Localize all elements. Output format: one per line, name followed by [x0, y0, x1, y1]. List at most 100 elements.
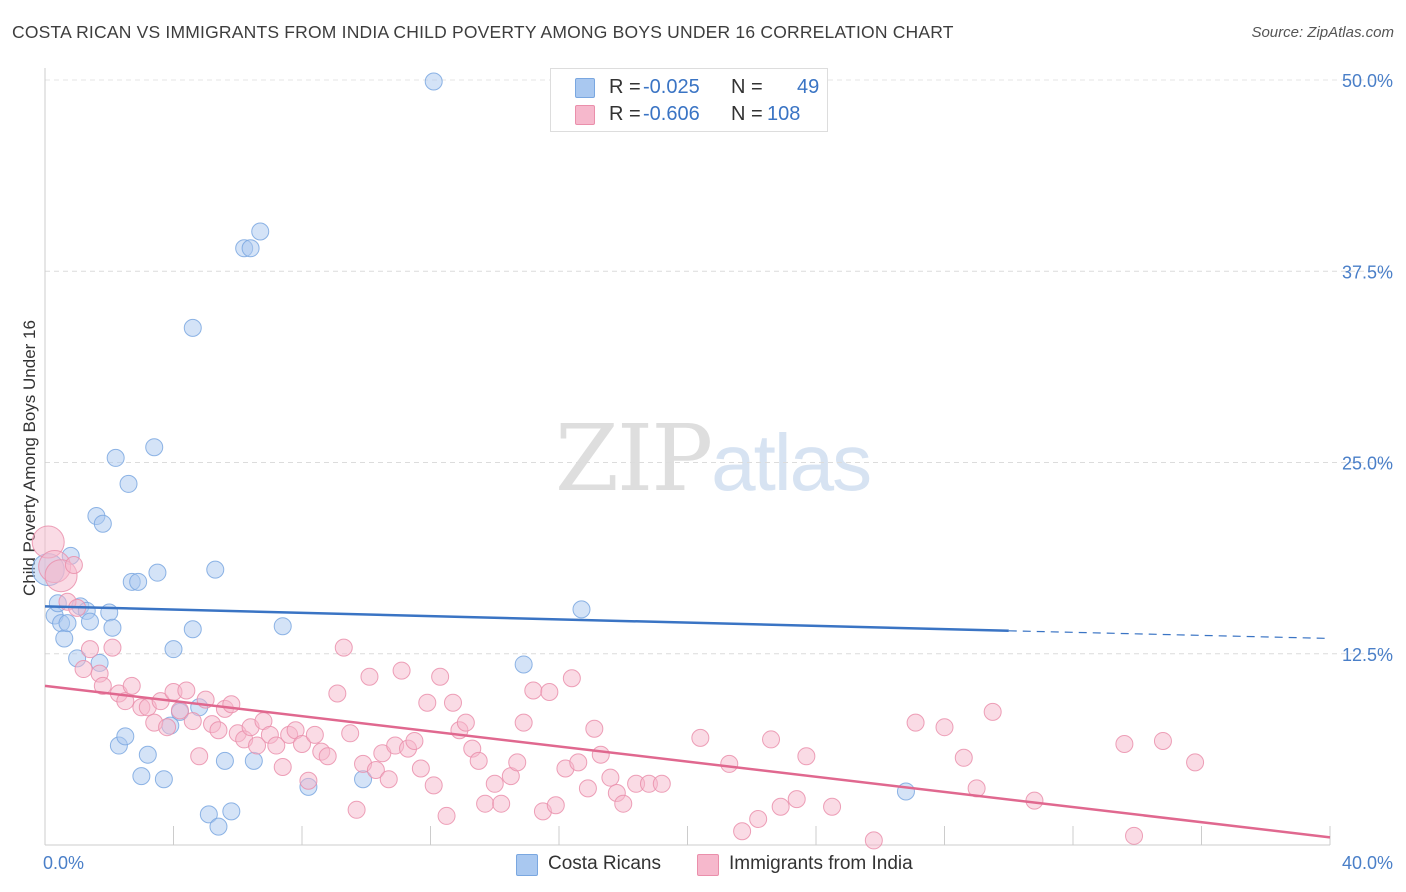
immigrants-from-india-point [1115, 735, 1134, 754]
correlation-legend: R = -0.025 N = 49 R = -0.606 N = 108 [550, 68, 828, 132]
immigrants-from-india-point [456, 713, 475, 732]
immigrants-from-india-point [103, 638, 122, 657]
immigrants-from-india-point [437, 806, 456, 825]
immigrants-from-india-point [787, 790, 806, 809]
x-tick-label: 40.0% [1342, 853, 1393, 873]
immigrants-from-india-point [935, 718, 954, 737]
costa-ricans-point [215, 751, 234, 770]
bottom-legend-label: Immigrants from India [729, 853, 913, 874]
immigrants-from-india-point [762, 730, 781, 749]
immigrants-from-india-point [546, 796, 565, 815]
immigrants-from-india-point [485, 774, 504, 793]
y-tick-label: 37.5% [1342, 262, 1393, 282]
immigrants-from-india-point [405, 731, 424, 750]
costa-ricans-point [138, 745, 157, 764]
immigrants-from-india-point [591, 745, 610, 764]
immigrants-from-india-point [392, 661, 411, 680]
costa-ricans-point [93, 514, 112, 533]
immigrants-from-india-point [273, 757, 292, 776]
x-tick-label: 0.0% [43, 853, 84, 873]
immigrants-from-india-point [190, 747, 209, 766]
immigrants-from-india-point [122, 676, 141, 695]
watermark-zip: ZIP [555, 405, 713, 512]
immigrants-from-india-point [431, 667, 450, 686]
immigrants-from-india-point [476, 794, 495, 813]
immigrants-from-india-points [31, 525, 1205, 850]
immigrants-from-india-trend-line [44, 684, 1331, 839]
immigrants-from-india-point [954, 748, 973, 767]
costa-ricans-trend-extension [1008, 630, 1331, 640]
costa-ricans-point [103, 618, 122, 637]
legend-r-value: -0.606 [643, 103, 700, 125]
costa-ricans-point [145, 438, 164, 457]
immigrants-from-india-point [293, 735, 311, 754]
costa-ricans-point [55, 629, 74, 648]
immigrants-from-india-point [64, 556, 83, 575]
immigrants-from-india-point [569, 753, 588, 772]
costa-ricans-point [222, 802, 241, 821]
costa-ricans-point [129, 572, 148, 591]
costa-ricans-point [251, 222, 270, 241]
trend-lines [44, 605, 1331, 839]
costa-ricans-point [164, 640, 183, 659]
immigrants-from-india-point [360, 667, 379, 686]
y-tick-label: 25.0% [1342, 454, 1393, 474]
costa-ricans-point [119, 474, 138, 493]
immigrants-from-india-point [418, 693, 437, 712]
immigrants-from-india-point [691, 728, 710, 747]
immigrants-from-india-point [177, 681, 196, 700]
immigrants-from-india-point [305, 725, 324, 744]
source-label: Source: ZipAtlas.com [1251, 24, 1394, 41]
immigrants-from-india-point [222, 695, 241, 714]
immigrants-from-india-point [562, 669, 581, 688]
watermark: ZIPatlas [555, 405, 872, 512]
immigrants-from-india-point [508, 753, 527, 772]
costa-ricans-point [183, 318, 202, 337]
immigrants-from-india-point [585, 719, 604, 738]
immigrants-from-india-point [601, 768, 620, 787]
immigrants-from-india-point [318, 747, 337, 766]
costa-ricans-point [132, 767, 151, 786]
immigrants-from-india-point [74, 660, 93, 679]
costa-ricans-point [199, 805, 218, 824]
immigrants-from-india-point [1186, 753, 1205, 772]
immigrants-from-india-point [379, 770, 398, 789]
legend-n-label: N = [731, 103, 763, 125]
immigrants-from-india-point [80, 640, 99, 659]
legend-n-value: 108 [767, 103, 801, 125]
tick-labels: 12.5% 25.0% 37.5% 50.0% 0.0% 40.0% [43, 71, 1393, 873]
legend-swatch-immigrants-from-india [575, 105, 595, 125]
bottom-legend-swatch-immigrants-from-india [697, 854, 719, 876]
chart-title: COSTA RICAN VS IMMIGRANTS FROM INDIA CHI… [12, 22, 954, 42]
costa-ricans-point [273, 617, 292, 636]
costa-ricans-point [116, 727, 135, 746]
legend-r-label: R = [609, 76, 641, 98]
legend-r-value: -0.025 [643, 76, 700, 98]
immigrants-from-india-point [983, 702, 1002, 721]
immigrants-from-india-point [540, 683, 559, 701]
immigrants-from-india-point [1153, 731, 1172, 750]
axes [44, 68, 1331, 846]
costa-ricans-point [424, 72, 443, 91]
immigrants-from-india-point [614, 794, 633, 813]
grid-lines [45, 79, 1392, 655]
immigrants-from-india-point [514, 713, 533, 732]
immigrants-from-india-point [158, 718, 177, 737]
costa-ricans-point [100, 603, 119, 622]
immigrants-from-india-point [328, 684, 347, 703]
costa-ricans-point [514, 655, 533, 674]
immigrants-from-india-point [267, 736, 286, 755]
immigrants-from-india-point [366, 761, 385, 780]
costa-ricans-point [572, 600, 591, 619]
immigrants-from-india-point [248, 736, 267, 755]
costa-ricans-point [106, 448, 125, 467]
immigrants-from-india-point [823, 797, 842, 816]
immigrants-from-india-point [720, 754, 739, 773]
immigrants-from-india-point [797, 747, 816, 766]
immigrants-from-india-point [733, 822, 752, 841]
costa-ricans-trend-line [44, 605, 1009, 633]
immigrants-from-india-point [906, 713, 925, 732]
immigrants-from-india-point [424, 776, 443, 795]
immigrants-from-india-point [771, 797, 790, 816]
